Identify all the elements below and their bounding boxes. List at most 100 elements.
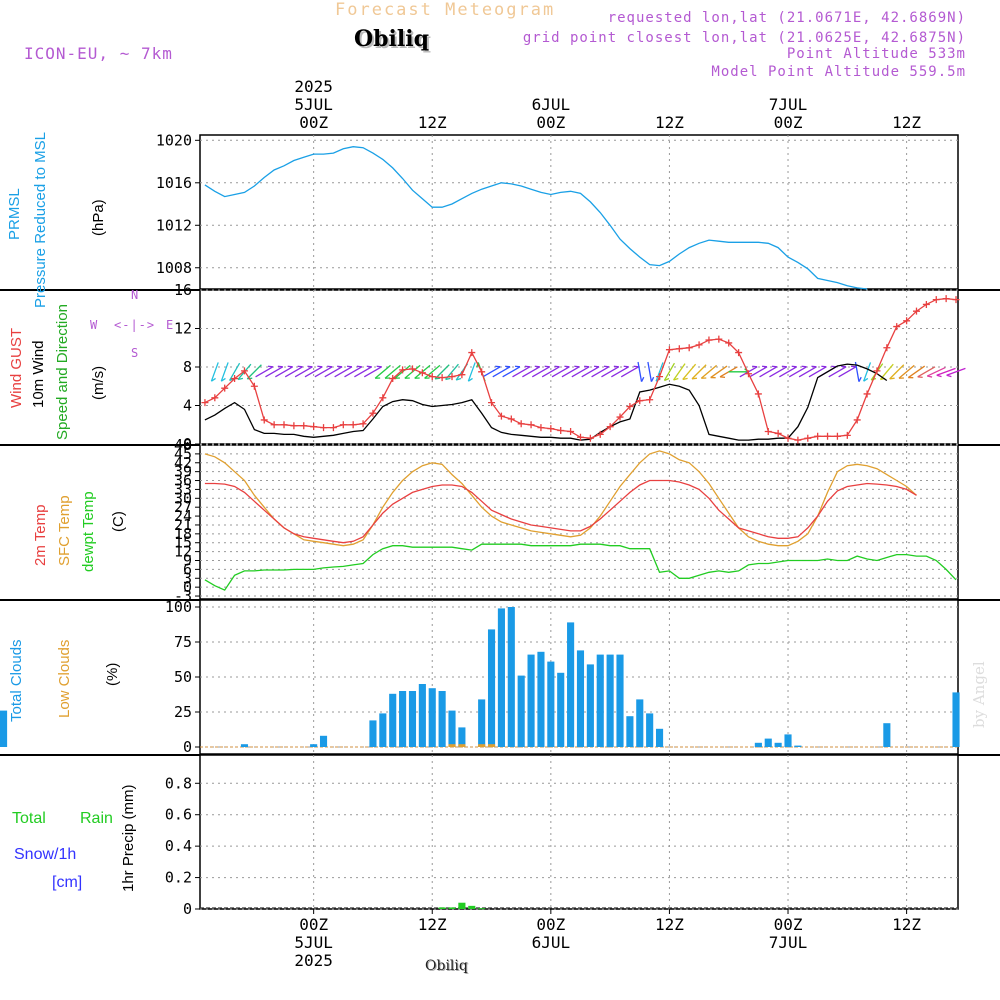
pressure-line [204,146,868,290]
low-cloud-bar [478,744,486,747]
wind-gust-marker [754,390,762,398]
wind-direction-arrow [655,362,664,382]
wind-arrow-head [682,377,688,381]
bottom-time-label: 5JUL [294,933,333,952]
dewpt-line [204,543,957,591]
wind-arrow-head [781,365,787,368]
low-cloud-bar [458,744,466,747]
total-cloud-bar [458,727,466,747]
wind-gust-marker [636,397,644,405]
wind-direction-arrow [936,367,956,376]
wind-tick-label: 8 [183,358,192,376]
bottom-time-label: 12Z [892,915,921,934]
total-cloud-bar [774,742,782,747]
wind-direction-arrow [220,362,229,382]
wind-arrow-head [211,377,216,382]
temp-2m-label: 2m Temp [32,504,49,566]
temp-sfc-label: SFC Temp [56,495,73,566]
wind-gust-marker [310,423,318,431]
clouds-unit: (%) [104,662,121,686]
total-cloud-bar [0,710,8,747]
wind-direction-arrow [255,366,274,378]
wind-gust-marker [231,375,239,383]
top-time-label: 12Z [418,113,447,132]
temp-tick-label: 21 [174,516,192,534]
wind-direction-arrow [482,366,501,378]
wind-arrow-head [544,365,550,368]
total-cloud-bar [586,664,594,747]
temp-tick-label: 48 [174,436,192,454]
wind-gust-marker [527,421,535,429]
cloud-tick-label: 50 [174,668,192,686]
wind-gust-marker [883,344,891,352]
wind-arrow-head [603,365,609,368]
wind-gust-marker [507,415,515,423]
wind-gust-marker [952,296,960,304]
wind-direction-arrow [838,366,857,378]
wind-gust-marker [448,373,456,381]
wind-direction-arrow [512,366,531,378]
wind-gust-marker [369,409,377,417]
pressure-label-2: Pressure Reduced to MSL [32,132,49,308]
temp-2m-line [204,479,917,544]
cloud-tick-label: 0 [183,738,192,756]
wind-gust-marker [804,434,812,442]
top-time-label: 6JUL [532,95,571,114]
wind-direction-arrow [304,366,323,378]
wind-gust-marker [656,373,664,381]
credit-watermark: by Angel [970,661,988,728]
footer-station: Obiliq [425,958,468,974]
wind-arrow-head [691,377,698,380]
wind-arrow-head [317,365,323,368]
wind-direction-arrow [492,366,511,378]
panel-frame-0 [199,134,959,290]
wind-arrow-head [650,376,655,382]
precip-total-label: Total [12,810,46,827]
total-cloud-bar [596,654,604,747]
total-cloud-bar [418,684,426,747]
wind-direction-arrow [246,364,262,380]
wind-gust-marker [408,365,416,373]
wind-direction-arrow [314,366,333,378]
wind-arrow-head [346,365,353,368]
total-cloud-bar [567,622,575,747]
precip-unit: 1hr Precip (mm) [120,784,137,892]
wind-gust-marker [843,431,851,439]
wind-gust-marker [300,422,308,430]
temp-tick-label: 0 [183,578,192,596]
total-cloud-bar [754,742,762,747]
wind-gust-marker [744,370,752,378]
wind-gust-marker [942,295,950,303]
wind-gust-marker [784,434,792,442]
wind-direction-arrow [647,361,653,382]
wind-gust-marker [665,346,673,354]
total-cloud-bar [764,738,772,747]
bottom-time-label: 12Z [418,915,447,934]
wind-direction-arrow [581,366,600,378]
wind-direction-arrow [710,365,728,379]
total-cloud-bar [655,728,664,747]
precip-snow-label: Snow/1h [14,846,77,863]
wind-direction-arrow [502,366,521,378]
precip-tick-label: 0.8 [165,774,192,792]
total-cloud-bar [952,692,960,747]
top-time-label: 5JUL [294,95,333,114]
wind-gust-marker [250,382,258,390]
wind-direction-arrow [275,366,293,378]
wind-direction-arrow [541,366,560,378]
temp-tick-label: 12 [174,543,192,561]
wind-tick-label: 16 [174,281,192,299]
bottom-time-label: 00Z [536,915,565,934]
wind-arrow-head [366,365,372,368]
wind-speed-dir-label: Speed and Direction [54,304,71,440]
wind-direction-arrow [229,362,241,381]
total-cloud-bar [448,710,456,747]
wind-gust-marker [537,424,545,432]
wind-gust-marker [646,396,654,404]
wind-gust-marker [488,399,496,407]
wind-gust-marker [468,349,476,357]
rain-bar [448,907,456,909]
model-altitude: Model Point Altitude 559.5m [711,64,966,80]
wind-direction-arrow [265,366,284,378]
wind-gust-marker [399,366,407,374]
